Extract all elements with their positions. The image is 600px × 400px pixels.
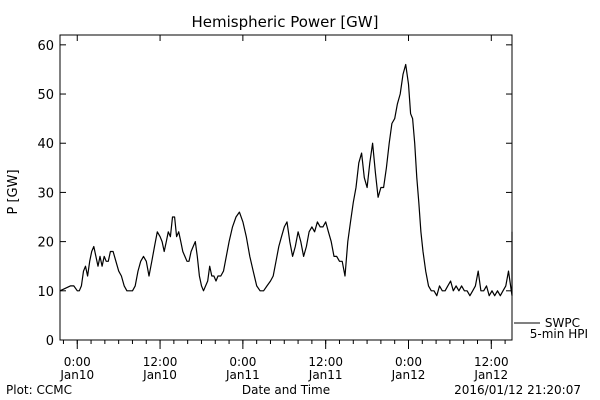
x-axis-ticks: 0:00Jan1012:00Jan100:00Jan1112:00Jan110:… [59, 35, 509, 382]
plot-timestamp: 2016/01/12 21:20:07 [454, 383, 581, 397]
plot-frame [59, 34, 513, 341]
x-tick-label-time: 0:00 [64, 355, 91, 369]
y-tick-label: 20 [37, 236, 54, 251]
legend-label-swpc: SWPC [545, 316, 580, 330]
x-axis-minor-ticks [62, 340, 506, 344]
y-tick-label: 50 [37, 88, 54, 103]
y-tick-label: 60 [37, 39, 54, 54]
legend-label-5min-hpi: 5-min HPI [530, 327, 588, 341]
y-tick-label: 30 [37, 186, 54, 201]
x-tick-label-date: Jan10 [59, 368, 94, 382]
x-tick-label-time: 12:00 [474, 355, 509, 369]
x-tick-label-date: Jan12 [391, 368, 426, 382]
x-tick-label-date: Jan10 [142, 368, 177, 382]
x-tick-label-date: Jan11 [225, 368, 260, 382]
x-tick-label-date: Jan11 [308, 368, 343, 382]
x-axis-label: Date and Time [242, 383, 330, 397]
x-tick-label-date: Jan12 [473, 368, 508, 382]
x-tick-label-time: 12:00 [308, 355, 343, 369]
plot-credit: Plot: CCMC [6, 383, 72, 397]
series-line-swpc [59, 63, 513, 297]
x-tick-label-time: 12:00 [143, 355, 178, 369]
y-axis-label: P [GW] [6, 169, 21, 214]
x-tick-label-time: 0:00 [229, 355, 256, 369]
y-tick-label: 40 [37, 137, 54, 152]
y-tick-label: 0 [46, 334, 54, 349]
y-tick-label: 10 [37, 285, 54, 300]
x-tick-label-time: 0:00 [395, 355, 422, 369]
chart-title: Hemispheric Power [GW] [192, 13, 379, 31]
y-axis-ticks: 0 10 20 30 40 50 60 [37, 39, 512, 349]
